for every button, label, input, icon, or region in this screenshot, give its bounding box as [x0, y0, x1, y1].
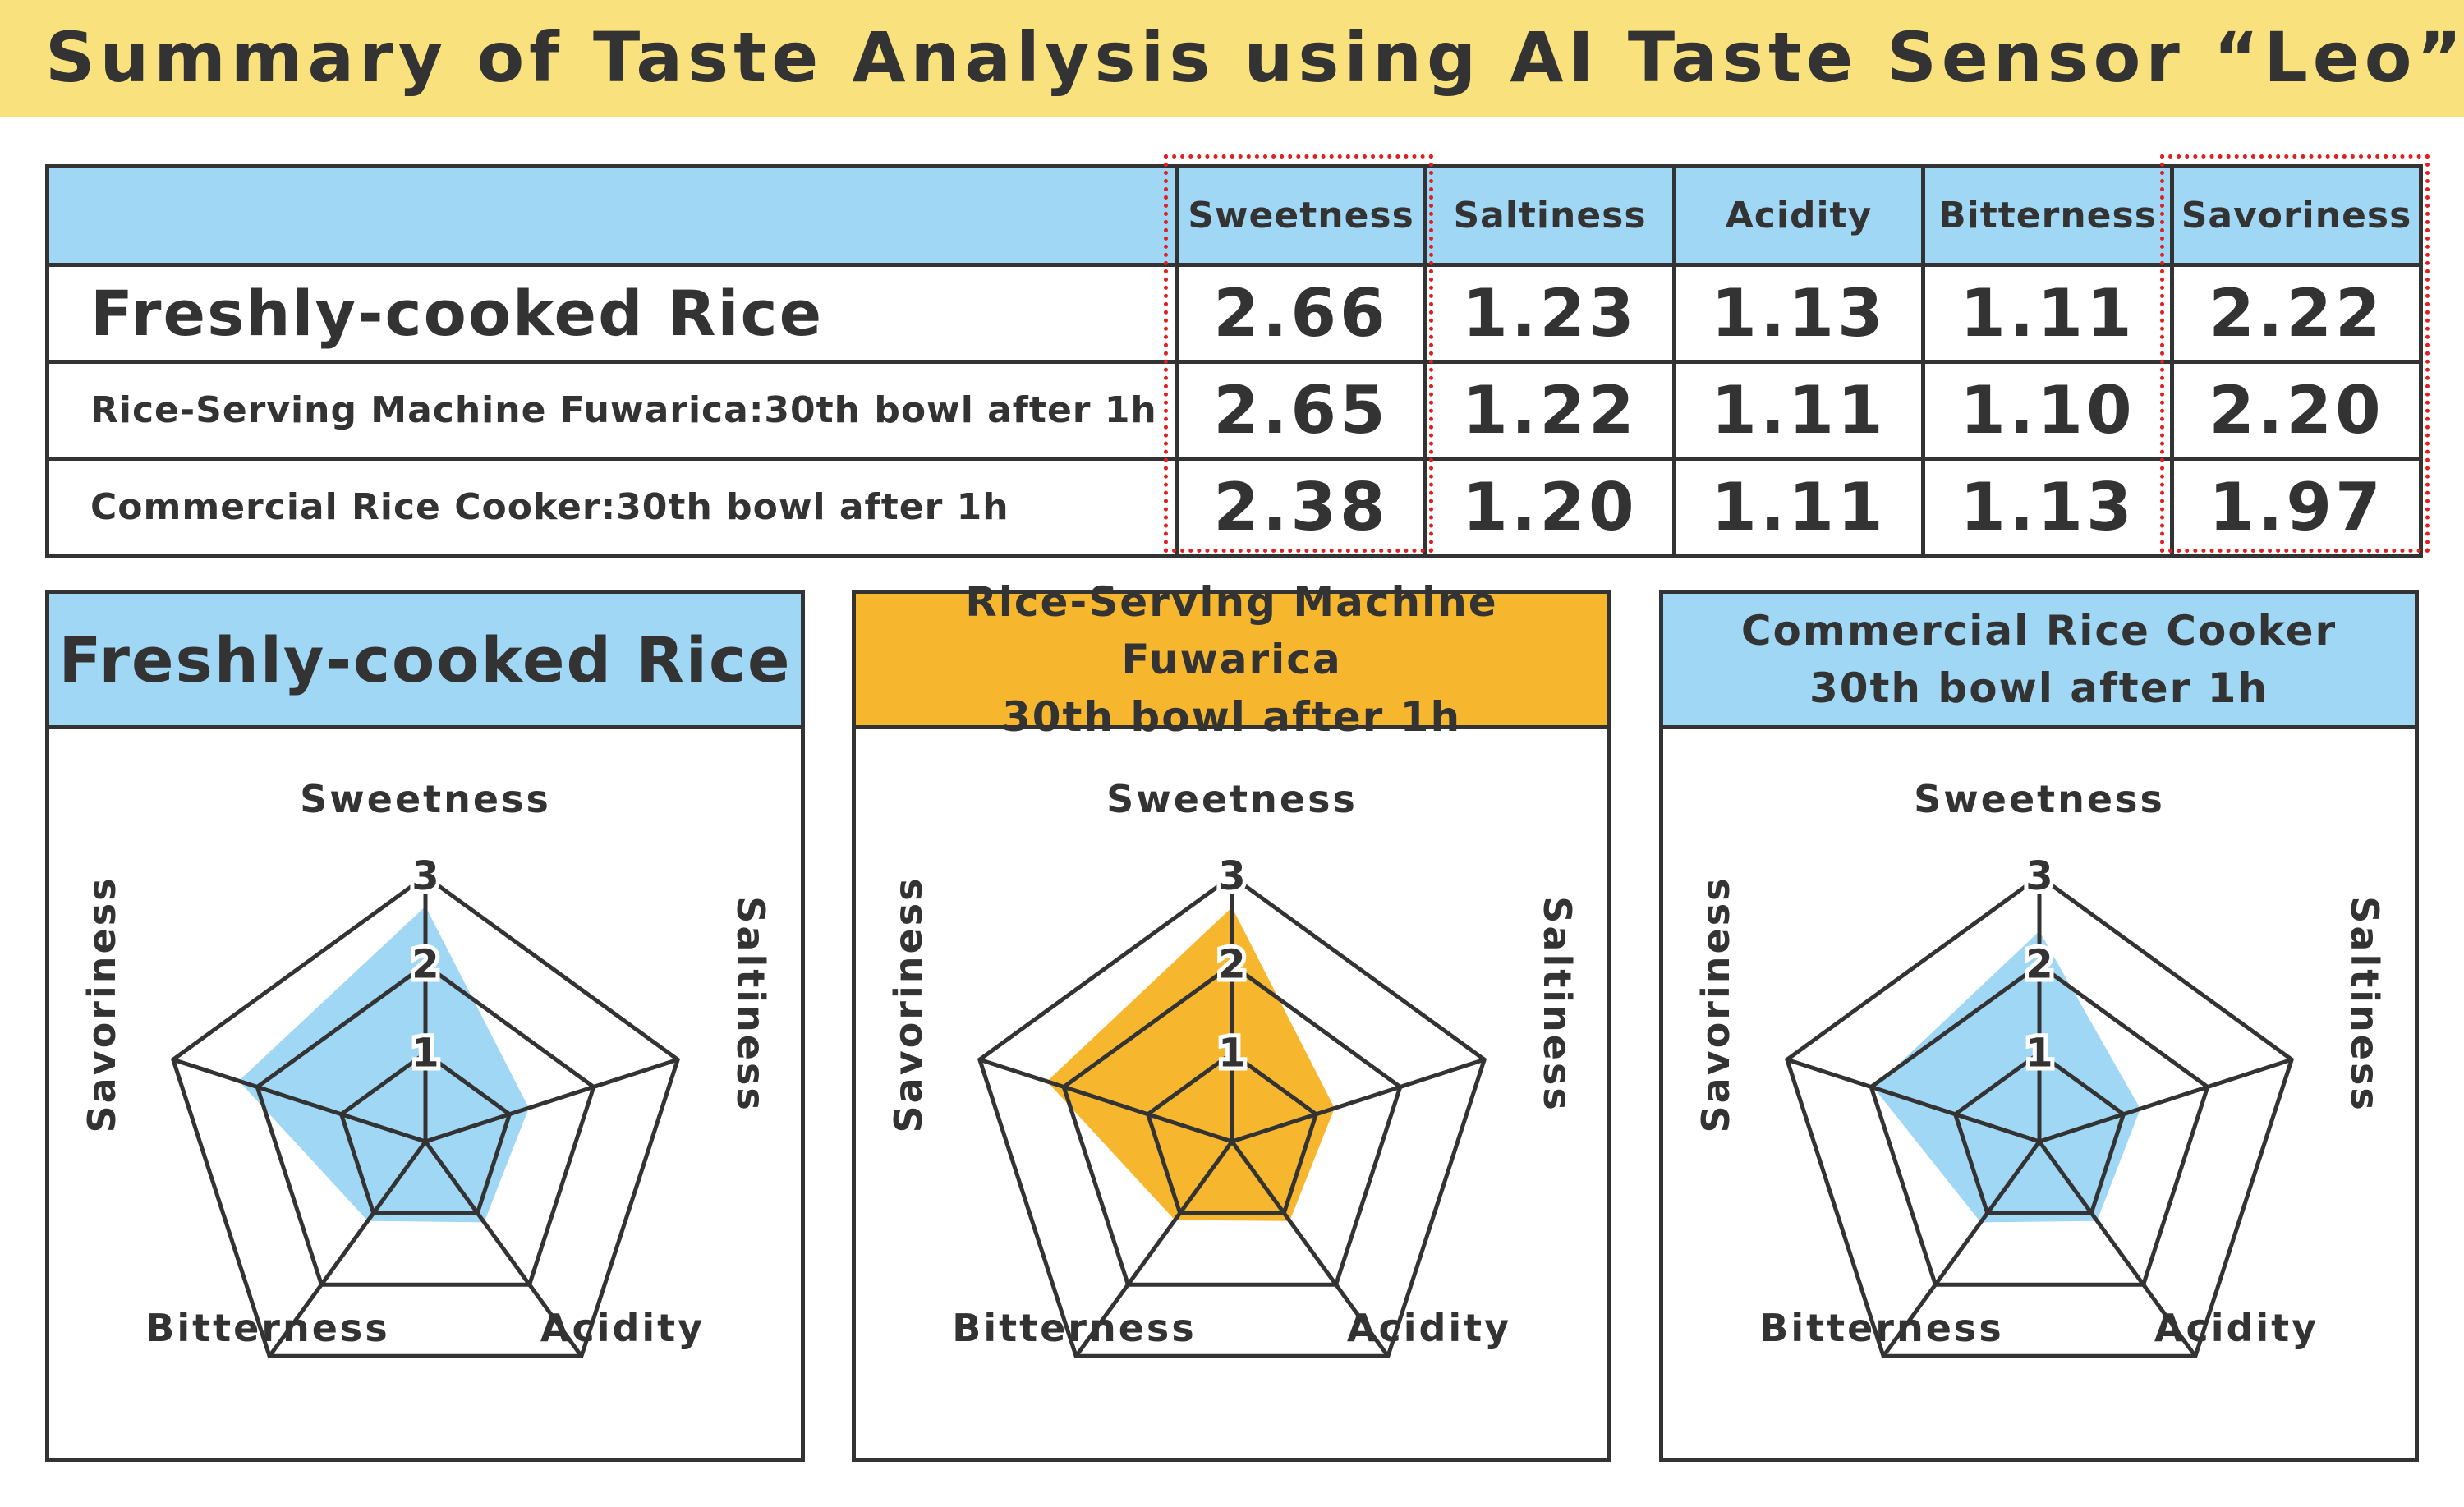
- table-cell: 2.65: [1175, 360, 1427, 461]
- radar-grid-ring: [255, 962, 596, 1287]
- taste-table: Sweetness Saltiness Acidity Bitterness S…: [45, 164, 2423, 558]
- panel-freshly-cooked: Freshly-cooked Rice 1 2 3 Sweetness Saltines…: [45, 590, 805, 1462]
- radar-axis-label: Sweetness: [1106, 777, 1358, 821]
- radar-tick-label: 2: [1218, 942, 1245, 988]
- panel-header: Rice-Serving Machine Fuwarica 30th bowl …: [856, 578, 1607, 741]
- radar-tick-label: 3: [1218, 853, 1245, 899]
- highlight-savoriness: [2160, 154, 2430, 553]
- radar-axis-label: Sweetness: [300, 777, 551, 821]
- column-header-savoriness: Savoriness: [2170, 164, 2423, 267]
- radar-axis-label: Savoriness: [886, 876, 931, 1133]
- row-label-fuwarica: Rice-Serving Machine Fuwarica:30th bowl …: [45, 360, 1179, 461]
- radar-tick-label: 1: [411, 1030, 439, 1076]
- panel-title-line: 30th bowl after 1h: [1809, 664, 2269, 712]
- radar-chart-freshly-cooked: 1 2 3 Sweetness Saltiness Acidity Bitterness Sa…: [80, 777, 773, 1358]
- row-label-commercial: Commercial Rice Cooker:30th bowl after 1…: [45, 457, 1179, 558]
- table-cell: 1.23: [1423, 263, 1676, 364]
- table-row: Commercial Rice Cooker:30th bowl after 1…: [45, 457, 2423, 558]
- column-header-saltiness: Saltiness: [1423, 164, 1676, 267]
- radar-grid-ring: [1145, 1050, 1319, 1215]
- table-cell: 1.97: [2170, 457, 2423, 558]
- radar-grid-ring: [1869, 962, 2210, 1287]
- radar-tick-label: 1: [1218, 1030, 1245, 1076]
- radar-axis-line: [1882, 1140, 2042, 1358]
- radar-tick-label: 2: [411, 942, 439, 988]
- radar-axis-label: Savoriness: [1694, 876, 1738, 1133]
- table-cell: 2.22: [2170, 263, 2423, 364]
- table-cell: 1.13: [1921, 457, 2174, 558]
- radar-data-area: [238, 906, 529, 1223]
- radar-tick-label: 1: [2025, 1030, 2053, 1076]
- page-title: Summary of Taste Analysis using AI Taste…: [45, 17, 2464, 98]
- radar-axis-label: Bitterness: [145, 1306, 389, 1350]
- radar-chart-commercial: 1 2 3 Sweetness Saltiness Acidity Bitterness Sa…: [1694, 777, 2387, 1358]
- radar-tick-label: 3: [411, 853, 439, 899]
- radar-axis-line: [2037, 1140, 2197, 1358]
- panel-title-line: Commercial Rice Cooker: [1740, 607, 2338, 655]
- table-row: Freshly-cooked Rice 2.66 1.23 1.13 1.11 …: [45, 263, 2423, 364]
- table-cell: 1.13: [1672, 263, 1925, 364]
- radar-grid-ring: [1784, 873, 2295, 1358]
- column-header-bitterness: Bitterness: [1921, 164, 2174, 267]
- table-cell: 1.11: [1672, 457, 1925, 558]
- panel-header: Freshly-cooked Rice: [49, 594, 801, 729]
- radar-axis-line: [172, 1057, 426, 1144]
- radar-axis-line: [423, 1140, 583, 1358]
- panel-title: Freshly-cooked Rice: [58, 623, 792, 696]
- radar-axis-line: [1230, 1140, 1390, 1358]
- table-header-row: Sweetness Saltiness Acidity Bitterness S…: [45, 164, 2423, 267]
- table-cell: 1.20: [1423, 457, 1676, 558]
- panel-title-line: 30th bowl after 1h: [1001, 693, 1462, 741]
- radar-tick-label: 2: [2025, 942, 2053, 988]
- column-header-acidity: Acidity: [1672, 164, 1925, 267]
- table-cell: 2.20: [2170, 360, 2423, 461]
- panel-title-line: Rice-Serving Machine Fuwarica: [965, 578, 1498, 683]
- radar-grid-ring: [1061, 962, 1403, 1287]
- radar-axis-label: Acidity: [2154, 1306, 2319, 1350]
- title-bar: Summary of Taste Analysis using AI Taste…: [0, 0, 2464, 117]
- radar-axis-line: [268, 1140, 428, 1358]
- table-cell: 1.10: [1921, 360, 2174, 461]
- column-header-sweetness: Sweetness: [1175, 164, 1427, 267]
- radar-axis-line: [1786, 1057, 2040, 1144]
- table-header-blank: [45, 164, 1179, 267]
- radar-grid-ring: [977, 873, 1487, 1358]
- radar-grid-ring: [170, 873, 681, 1358]
- highlight-sweetness: [1164, 154, 1433, 553]
- table-cell: 1.22: [1423, 360, 1676, 461]
- table-cell: 2.66: [1175, 263, 1427, 364]
- table-cell: 1.11: [1921, 263, 2174, 364]
- radar-axis-label: Sweetness: [1914, 777, 2165, 821]
- radar-axis-label: Bitterness: [952, 1306, 1196, 1350]
- radar-axis-label: Saltiness: [2342, 896, 2387, 1112]
- radar-chart-fuwarica: 1 2 3 Sweetness Saltiness Acidity Bitterness Sa…: [886, 777, 1579, 1358]
- radar-axis-label: Acidity: [540, 1306, 705, 1350]
- radar-axis-label: Saltiness: [729, 896, 773, 1112]
- radar-axis-line: [2039, 1057, 2292, 1144]
- radar-axis-line: [979, 1057, 1233, 1144]
- radar-axis-line: [425, 1057, 678, 1144]
- panel-fuwarica: Rice-Serving Machine Fuwarica 30th bowl …: [852, 578, 1611, 1462]
- radar-grid-ring: [338, 1050, 513, 1215]
- table-cell: 2.38: [1175, 457, 1427, 558]
- panel-commercial: Commercial Rice Cooker 30th bowl after 1…: [1659, 590, 2419, 1462]
- panel-header: Commercial Rice Cooker 30th bowl after 1…: [1663, 594, 2415, 729]
- radar-axis-label: Acidity: [1347, 1306, 1511, 1350]
- table-row: Rice-Serving Machine Fuwarica:30th bowl …: [45, 360, 2423, 461]
- radar-axis-label: Bitterness: [1759, 1306, 2003, 1350]
- radar-grid-ring: [1952, 1050, 2126, 1215]
- radar-axis-line: [1231, 1057, 1485, 1144]
- radar-axis-label: Saltiness: [1535, 896, 1579, 1112]
- table-cell: 1.11: [1672, 360, 1925, 461]
- radar-axis-line: [1074, 1140, 1234, 1358]
- radar-tick-label: 3: [2025, 853, 2053, 899]
- row-label-freshly-cooked: Freshly-cooked Rice: [45, 263, 1179, 364]
- radar-axis-label: Savoriness: [80, 876, 124, 1133]
